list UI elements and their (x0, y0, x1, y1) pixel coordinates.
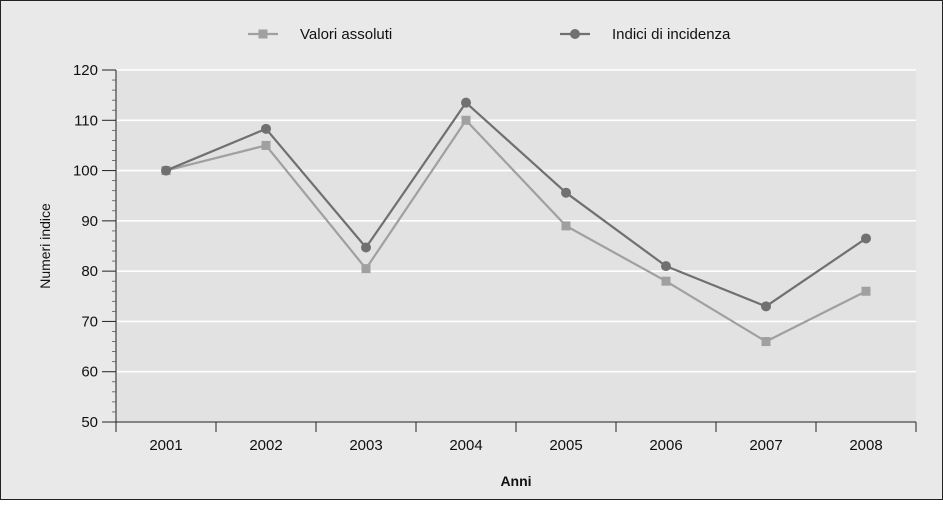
data-point (461, 97, 471, 108)
legend: Valori assoluti Indici di incidenza (248, 26, 731, 43)
data-point (561, 187, 571, 198)
series-2 (161, 97, 871, 312)
legend-label: Valori assoluti (300, 26, 392, 43)
x-tick-label: 2008 (849, 437, 882, 454)
data-point (561, 221, 571, 231)
legend-marker (570, 29, 580, 39)
data-point (161, 165, 171, 176)
y-tick-label: 100 (73, 163, 98, 180)
x-axis-label: Anni (500, 473, 531, 489)
series-layer (161, 97, 871, 347)
x-tick-label: 2003 (349, 437, 382, 454)
data-point (261, 123, 271, 134)
data-point (661, 276, 671, 286)
y-tick-label: 50 (81, 414, 98, 431)
legend-entry: Valori assoluti (248, 26, 392, 43)
data-point (861, 233, 871, 244)
y-tick-label: 80 (81, 263, 98, 280)
plot-area (116, 70, 916, 422)
y-tick-label: 120 (73, 62, 98, 79)
y-tick-label: 90 (81, 213, 98, 230)
y-tick-label: 110 (74, 112, 98, 129)
y-tick-label: 70 (81, 313, 98, 330)
x-tick-label: 2006 (649, 437, 682, 454)
series-line (165, 101, 867, 308)
series-line (165, 119, 867, 343)
data-point (261, 140, 271, 150)
legend-label: Indici di incidenza (612, 26, 731, 43)
data-point (761, 301, 771, 312)
y-tick-label: 60 (81, 364, 98, 381)
x-tick-label: 2007 (749, 437, 782, 454)
x-tick-label: 2005 (549, 437, 582, 454)
data-point (661, 261, 671, 272)
data-point (461, 115, 471, 125)
x-tick-label: 2001 (149, 437, 182, 454)
data-point (761, 337, 771, 347)
legend-entry: Indici di incidenza (560, 26, 731, 43)
legend-marker (258, 29, 268, 39)
x-tick-label: 2002 (249, 437, 282, 454)
data-point (361, 242, 371, 253)
data-point (861, 286, 871, 296)
gridlines (116, 69, 916, 373)
data-point (361, 264, 371, 274)
y-axis-label: Numeri indice (37, 203, 53, 289)
x-tick-label: 2004 (449, 437, 482, 454)
axes: 50 60 70 80 90 100 110 120 2001 2002 2003 2004 2005 2… (73, 62, 917, 454)
